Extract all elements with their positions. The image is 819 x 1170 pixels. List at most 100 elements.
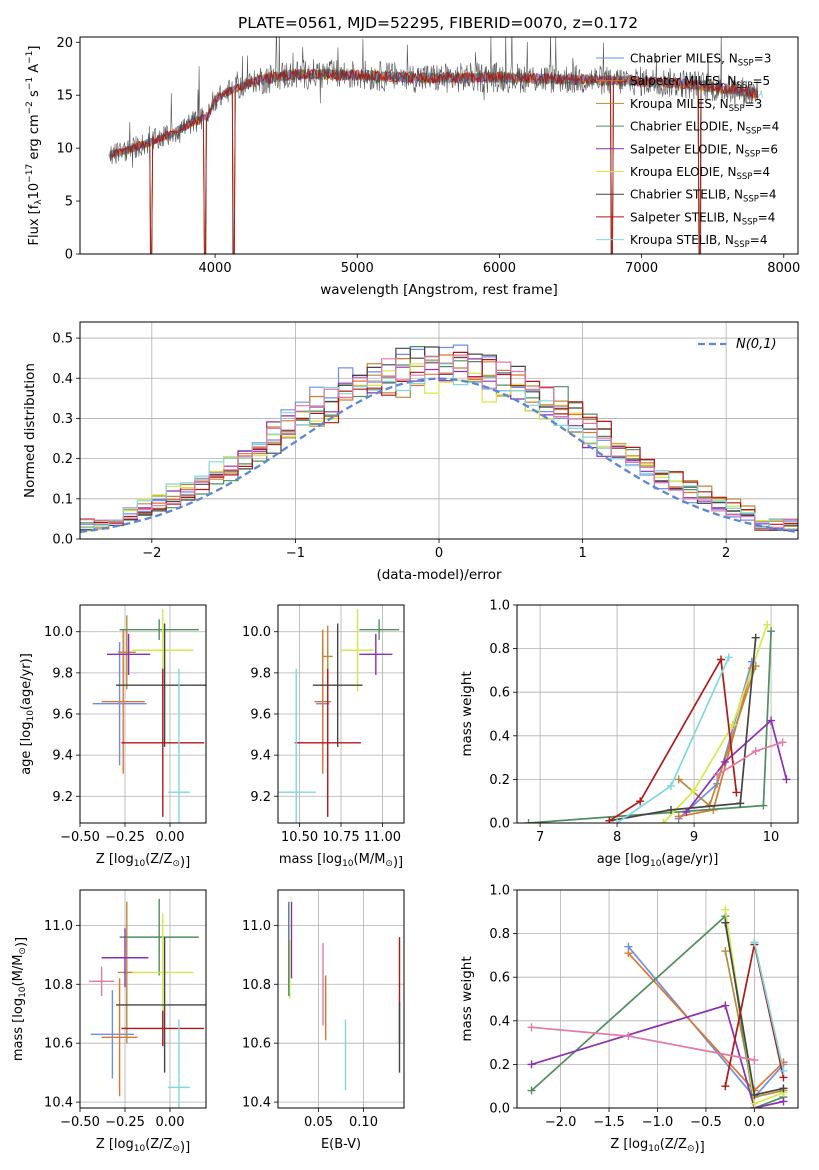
data-point-marker bbox=[751, 747, 760, 756]
y-tick-label: 0.8 bbox=[489, 927, 510, 942]
plot-area bbox=[80, 344, 798, 534]
y-tick-label: 0.6 bbox=[489, 971, 510, 986]
data-point-marker bbox=[750, 1056, 759, 1065]
y-axis-label: mass weight bbox=[459, 671, 475, 756]
y-tick-label: 11.0 bbox=[44, 919, 73, 934]
x-tick-label: 11.00 bbox=[364, 830, 401, 845]
plot-area bbox=[107, 37, 763, 254]
legend-label: Chabrier STELIB, NSSP=4 bbox=[630, 188, 777, 205]
x-tick-label: 10.75 bbox=[322, 830, 359, 845]
y-tick-label: 0.6 bbox=[489, 686, 510, 701]
x-tick-label: 10 bbox=[763, 830, 780, 845]
data-point-marker bbox=[713, 771, 722, 780]
plot-area bbox=[527, 905, 788, 1108]
y-tick-label: 0.2 bbox=[52, 452, 73, 467]
x-tick-label: 8 bbox=[613, 830, 621, 845]
y-tick-label: 10.8 bbox=[44, 978, 73, 993]
data-point-marker bbox=[690, 786, 699, 795]
data-point-marker bbox=[605, 816, 614, 823]
x-tick-label: 0.05 bbox=[304, 1115, 333, 1130]
data-point-marker bbox=[721, 1082, 730, 1091]
data-point-marker bbox=[750, 1090, 759, 1099]
axes-frame bbox=[79, 604, 207, 824]
x-axis-label: (data-model)/error bbox=[376, 567, 502, 583]
data-point-marker bbox=[751, 633, 760, 642]
data-point-marker bbox=[750, 1099, 759, 1108]
y-tick-label: 9.4 bbox=[250, 749, 271, 764]
y-tick-label: 9.2 bbox=[52, 790, 73, 805]
data-point-marker bbox=[779, 1097, 788, 1106]
data-point-marker bbox=[767, 627, 776, 636]
spectrum-line bbox=[109, 68, 759, 254]
axes-frame bbox=[516, 889, 799, 1109]
axes-frame bbox=[79, 889, 207, 1109]
y-tick-label: 0.4 bbox=[489, 1014, 510, 1029]
y-axis-label: Flux [fλ10−17 erg cm−2 s−1 A−1] bbox=[25, 46, 44, 246]
x-tick-label: −0.25 bbox=[105, 830, 145, 845]
data-point-marker bbox=[613, 819, 622, 823]
mass-weight-vs-age-panel: 7 8 9 10 0.0 0.2 0.4 0.6 0.8 1.0 age [log10(age/yr… bbox=[459, 599, 799, 869]
age-vs-mass-panel: 10.50 10.75 11.00 9.2 9.4 9.6 9.8 10.0 mass [log… bbox=[242, 604, 405, 870]
x-tick-label: 2 bbox=[722, 546, 730, 561]
data-point-marker bbox=[724, 653, 733, 662]
data-point-marker bbox=[779, 1084, 788, 1093]
spectrum-panel: 4000 5000 6000 7000 8000 0 5 10 15 20 wavelength [… bbox=[25, 36, 800, 298]
data-point-marker bbox=[527, 1023, 536, 1032]
y-tick-label: 0.1 bbox=[52, 492, 73, 507]
y-axis-label: Normed distribution bbox=[22, 363, 38, 498]
legend-label: Salpeter ELODIE, NSSP=6 bbox=[630, 142, 778, 159]
x-tick-label: 0.10 bbox=[349, 1115, 378, 1130]
y-tick-label: 0.2 bbox=[489, 773, 510, 788]
x-tick-label: 6000 bbox=[483, 261, 516, 276]
data-point-marker bbox=[750, 938, 759, 947]
plot-area bbox=[89, 898, 206, 1108]
data-point-marker bbox=[728, 720, 737, 729]
legend-label: Salpeter STELIB, NSSP=4 bbox=[630, 210, 775, 227]
y-tick-label: 0.4 bbox=[52, 372, 73, 387]
x-axis-label: Z [log10(Z/Z⊙)] bbox=[96, 852, 190, 870]
y-tick-label: 0.0 bbox=[489, 1102, 510, 1117]
x-tick-label: −1.5 bbox=[593, 1115, 625, 1130]
y-tick-label: 0.5 bbox=[52, 332, 73, 347]
axes-frame bbox=[277, 889, 405, 1109]
data-point-marker bbox=[659, 819, 668, 823]
data-point-marker bbox=[767, 716, 776, 725]
x-tick-label: −1 bbox=[286, 546, 305, 561]
x-tick-label: 7 bbox=[536, 830, 544, 845]
data-point-marker bbox=[682, 808, 691, 817]
x-tick-label: 8000 bbox=[767, 261, 800, 276]
y-tick-label: 9.8 bbox=[250, 666, 271, 681]
x-tick-label: 0.00 bbox=[156, 1115, 185, 1130]
data-point-marker bbox=[666, 805, 675, 814]
y-tick-label: 5 bbox=[65, 195, 73, 210]
data-point-marker bbox=[732, 788, 741, 797]
y-tick-label: 0.8 bbox=[489, 642, 510, 657]
legend-label: Kroupa ELODIE, NSSP=4 bbox=[630, 165, 770, 182]
y-tick-label: 1.0 bbox=[489, 599, 510, 614]
axes-frame bbox=[277, 604, 405, 824]
y-tick-label: 10.6 bbox=[44, 1037, 73, 1052]
x-axis-label: wavelength [Angstrom, rest frame] bbox=[320, 282, 558, 298]
y-tick-label: 10.4 bbox=[242, 1096, 271, 1111]
y-tick-label: 9.2 bbox=[250, 790, 271, 805]
data-point-marker bbox=[721, 905, 730, 914]
data-point-marker bbox=[779, 1066, 788, 1075]
x-tick-label: −0.50 bbox=[60, 830, 100, 845]
y-tick-label: 10 bbox=[56, 142, 73, 157]
x-axis-label: E(B-V) bbox=[321, 1137, 361, 1152]
mass-weight-line bbox=[608, 656, 738, 822]
spectrum-line bbox=[109, 37, 759, 254]
data-point-marker bbox=[720, 757, 729, 766]
x-tick-label: 9 bbox=[690, 830, 698, 845]
gaussian-curve bbox=[80, 377, 798, 534]
legend-label: N(0,1) bbox=[736, 337, 777, 352]
data-point-marker bbox=[624, 949, 633, 958]
data-point-marker bbox=[674, 812, 683, 821]
x-tick-label: 1 bbox=[578, 546, 586, 561]
x-tick-label: 0 bbox=[435, 546, 443, 561]
y-tick-label: 10.0 bbox=[44, 625, 73, 640]
y-tick-label: 0.0 bbox=[52, 533, 73, 548]
x-axis-label: Z [log10(Z/Z⊙)] bbox=[96, 1137, 190, 1155]
data-point-marker bbox=[674, 775, 683, 784]
mass-weight-vs-metallicity-panel: −2.0 −1.5 −1.0 −0.5 0.0 0.0 0.2 0.4 0.6 0.8 1.0 Z [… bbox=[459, 884, 799, 1155]
